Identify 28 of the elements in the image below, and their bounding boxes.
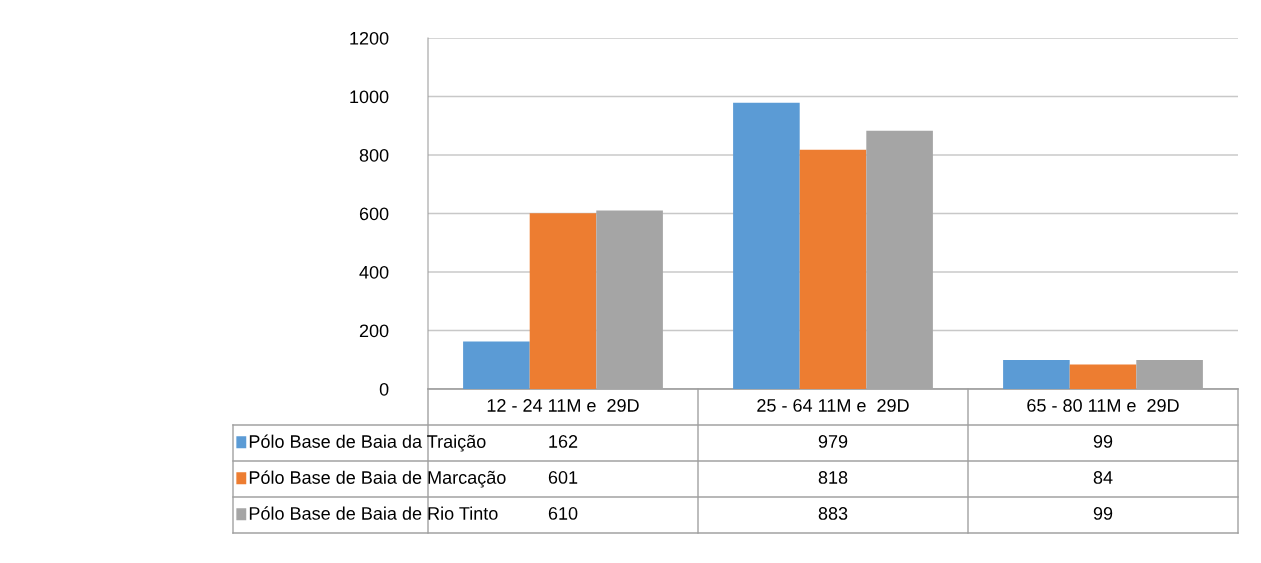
x-tick-label: 25 - 64 11M e 29D	[757, 399, 909, 412]
data-label: 99	[1093, 435, 1113, 448]
y-tick-label: 400	[359, 265, 389, 279]
data-label: 601	[548, 471, 578, 484]
legend-label: Pólo Base de Baia da Traição	[249, 434, 486, 452]
y-tick-label: 1000	[350, 90, 389, 104]
y-tick-label: 800	[359, 148, 389, 162]
bar	[1069, 364, 1137, 389]
bar	[1003, 360, 1070, 389]
legend-label: Pólo Base de Baia de Rio Tinto	[249, 506, 498, 520]
data-label: 84	[1093, 471, 1113, 484]
data-label: 99	[1093, 507, 1113, 520]
legend-label: Pólo Base de Baia de Marcação	[249, 470, 506, 488]
bar	[799, 149, 867, 389]
y-tick-label: 1200	[350, 31, 389, 45]
bar	[733, 102, 800, 389]
x-tick-label: 65 - 80 11M e 29D	[1027, 399, 1179, 412]
data-label: 883	[818, 507, 848, 520]
bar	[529, 213, 597, 389]
x-tick-label: 12 - 24 11M e 29D	[487, 399, 639, 412]
y-tick-label: 600	[359, 207, 389, 221]
data-label: 818	[818, 471, 848, 484]
bar	[463, 341, 530, 389]
data-label: 979	[818, 435, 848, 448]
data-label: 610	[548, 507, 578, 520]
y-tick-label: 0	[379, 382, 389, 396]
y-tick-label: 200	[359, 324, 389, 338]
data-label: 162	[549, 435, 578, 448]
